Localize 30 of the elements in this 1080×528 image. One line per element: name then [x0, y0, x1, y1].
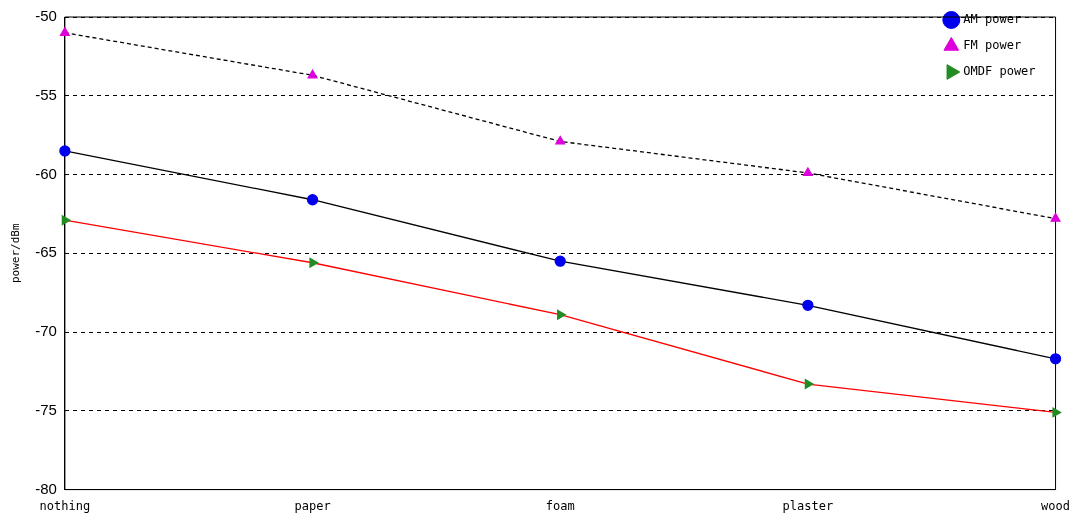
point: [307, 69, 318, 79]
x-tick-label: wood: [1041, 498, 1070, 513]
x-tick-label: nothing: [39, 498, 91, 513]
x-tick-label: plaster: [782, 498, 834, 513]
y-tick-label: -55: [35, 85, 57, 103]
point: [802, 299, 814, 311]
point: [61, 215, 71, 226]
point: [1052, 407, 1062, 418]
y-tick-label: -75: [35, 400, 57, 418]
point: [557, 309, 566, 320]
y-axis-title: power/dBm: [9, 223, 23, 284]
point: [804, 379, 814, 390]
point: [1049, 353, 1062, 365]
y-tick-label: -80: [35, 479, 57, 497]
legend-label: OMDF power: [963, 64, 1036, 79]
point: [309, 257, 319, 268]
y-tick-label: -60: [35, 164, 57, 182]
y-tick-label: -50: [35, 7, 57, 25]
point: [1050, 212, 1061, 222]
y-tick-label: -65: [35, 243, 57, 261]
point: [802, 167, 813, 177]
x-tick-label: foam: [545, 498, 575, 513]
point: [554, 255, 566, 267]
point: [59, 145, 71, 157]
point: [59, 27, 70, 36]
legend-label: FM power: [963, 38, 1022, 53]
point: [555, 135, 566, 145]
x-tick-label: paper: [294, 498, 331, 513]
point: [306, 194, 319, 206]
y-tick-label: -70: [35, 322, 57, 340]
